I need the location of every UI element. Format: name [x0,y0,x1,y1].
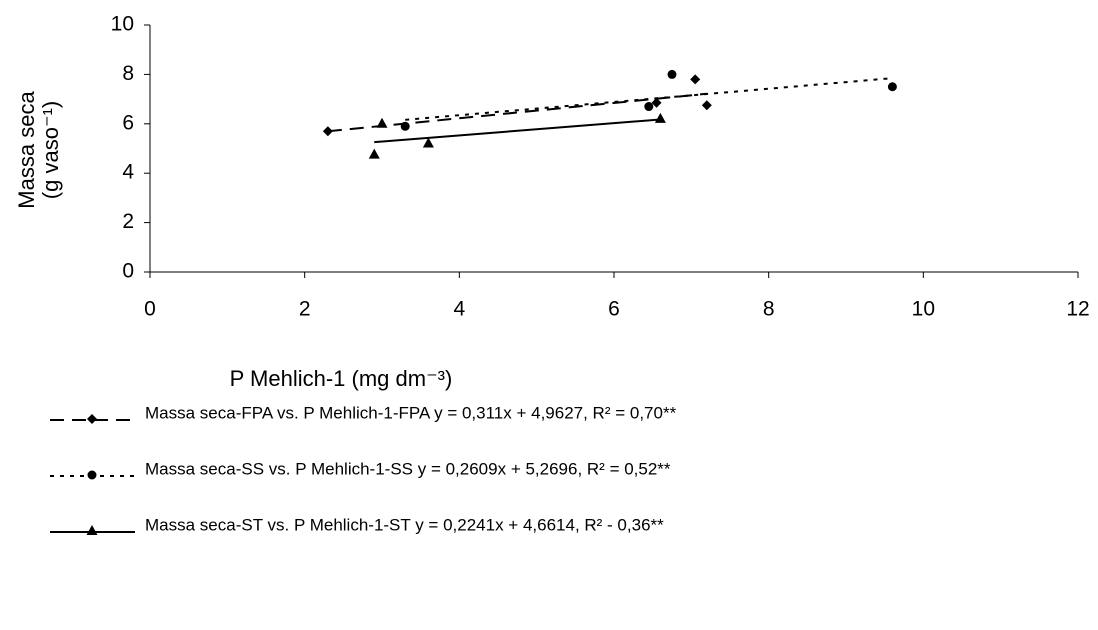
diamond-marker [701,100,712,111]
diamond-marker [87,414,97,424]
x-tick-label: 8 [763,298,775,321]
x-tick-label: 10 [912,298,935,321]
legend-label: Massa seca-FPA vs. P Mehlich-1-FPA y = 0… [145,403,677,422]
diamond-marker [690,74,701,85]
y-axis-label-line: Massa seca [14,91,39,209]
y-axis-label: Massa seca (g vaso⁻¹) [14,91,63,209]
circle-marker [644,102,654,112]
y-tick-label: 8 [122,62,134,85]
diamond-marker [322,126,333,137]
triangle-marker [86,525,98,535]
y-tick-label: 6 [122,111,134,134]
legend-label: Massa seca-SS vs. P Mehlich-1-SS y = 0,2… [145,459,671,478]
trend-line [374,118,661,144]
x-tick-label: 12 [1066,298,1089,321]
y-tick-label: 2 [122,210,134,233]
legend-label: Massa seca-ST vs. P Mehlich-1-ST y = 0,2… [145,515,664,534]
circle-marker [887,82,897,92]
circle-marker [400,121,410,131]
circle-marker [667,69,677,79]
y-tick-label: 4 [122,161,134,184]
diamond-marker [651,97,662,108]
x-tick-label: 0 [144,298,156,321]
trend-line [327,92,707,133]
y-tick-label: 0 [122,260,134,283]
triangle-marker [422,137,434,148]
triangle-marker [368,148,380,159]
x-tick-label: 6 [608,298,620,321]
x-tick-label: 4 [453,298,465,321]
circle-marker [87,470,97,480]
x-axis-label: P Mehlich-1 (mg dm⁻³) [230,366,453,391]
x-tick-label: 2 [299,298,311,321]
y-tick-label: 10 [111,13,134,36]
y-axis-label-line: (g vaso⁻¹) [38,101,63,199]
triangle-marker [376,117,388,128]
triangle-marker [654,112,666,123]
trend-line [405,77,893,121]
